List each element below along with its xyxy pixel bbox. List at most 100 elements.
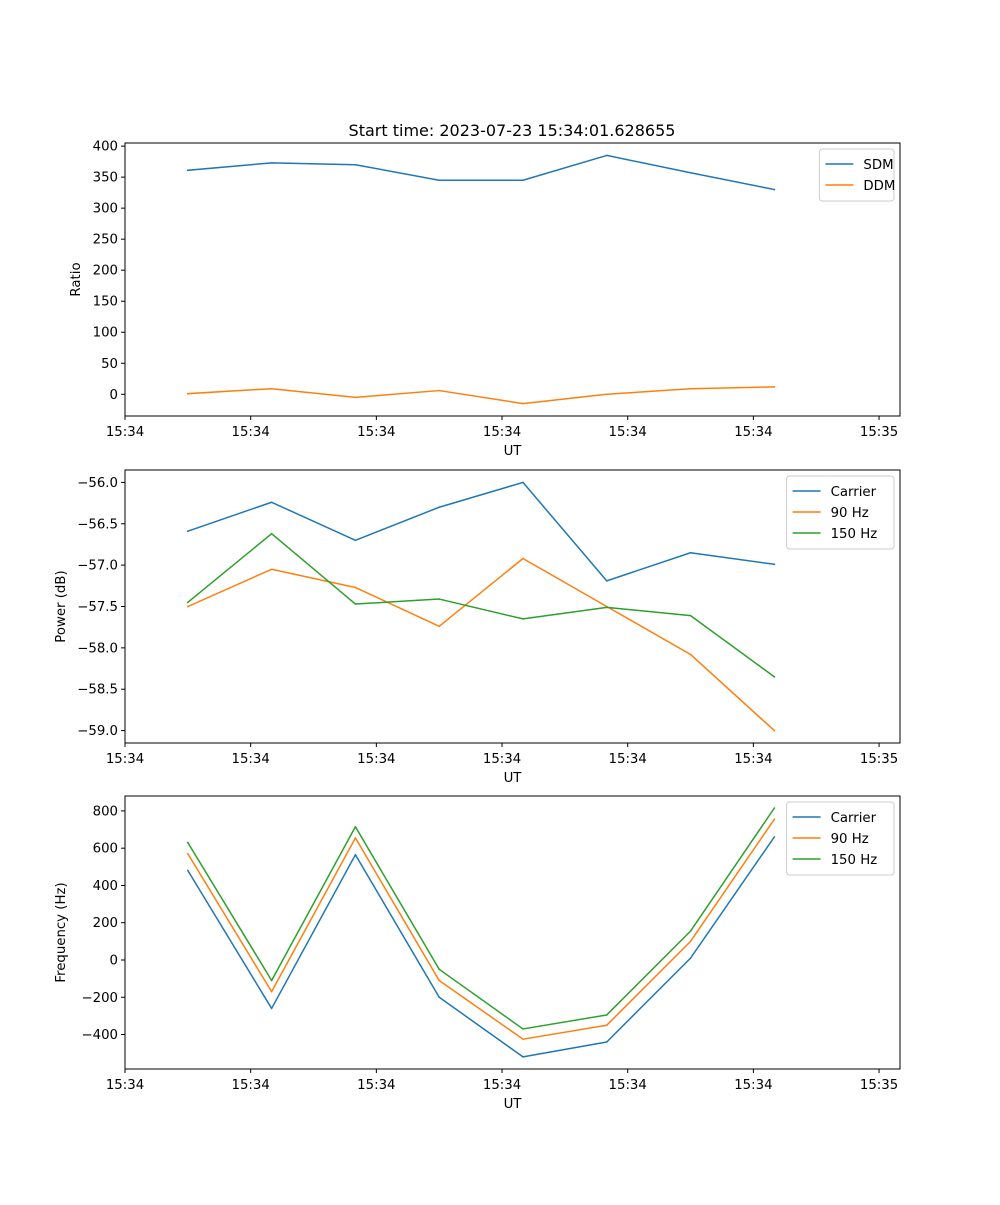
y-tick-label: 50 bbox=[101, 357, 118, 372]
data-point bbox=[773, 729, 776, 732]
series-line-ddm bbox=[187, 386, 776, 405]
data-point bbox=[270, 162, 273, 164]
data-point bbox=[689, 614, 692, 617]
frequency-legend: Carrier 90 Hz 150 Hz bbox=[786, 801, 895, 876]
legend-label: 150 Hz bbox=[831, 853, 878, 868]
x-tick-label: 15:34 bbox=[106, 1078, 144, 1093]
x-tick-label: 15:34 bbox=[483, 425, 521, 440]
series-line-150-hz bbox=[186, 807, 776, 1030]
y-tick-label: 0 bbox=[110, 388, 118, 403]
y-tick-label: 100 bbox=[93, 326, 118, 341]
y-tick-label: 800 bbox=[93, 804, 118, 819]
data-point bbox=[605, 393, 608, 396]
data-point bbox=[605, 1041, 608, 1043]
ratio-y-axis-label: Ratio bbox=[69, 262, 84, 296]
data-point bbox=[270, 1007, 273, 1010]
data-point bbox=[773, 676, 776, 678]
x-tick-label: 15:34 bbox=[734, 1078, 772, 1093]
x-tick-label: 15:34 bbox=[483, 752, 521, 767]
series-line-carrier bbox=[186, 835, 776, 1058]
data-point bbox=[773, 386, 776, 388]
data-point bbox=[605, 580, 608, 582]
data-point bbox=[522, 618, 524, 620]
data-point bbox=[605, 1024, 608, 1027]
legend-box bbox=[818, 148, 895, 202]
data-point bbox=[689, 930, 692, 932]
data-point bbox=[187, 852, 189, 855]
power-plot: 15:3415:3415:3415:3415:3415:3415:3415:35… bbox=[54, 469, 901, 786]
x-tick-label: 15:34 bbox=[357, 1078, 395, 1093]
series-line-sdm bbox=[187, 154, 776, 191]
x-tick-label: 15:34 bbox=[232, 425, 270, 440]
data-point bbox=[270, 979, 273, 982]
y-tick-label: 600 bbox=[93, 842, 118, 857]
y-tick-label: −58.5 bbox=[77, 683, 118, 698]
data-point bbox=[270, 532, 273, 535]
y-tick-label: −57.5 bbox=[77, 600, 118, 615]
frequency-y-axis-label: Frequency (Hz) bbox=[54, 882, 69, 982]
data-point bbox=[438, 625, 440, 628]
y-tick-label: −200 bbox=[81, 991, 118, 1006]
data-point bbox=[270, 501, 273, 504]
y-tick-label: −59.0 bbox=[77, 724, 118, 739]
legend-label: Carrier bbox=[831, 485, 877, 500]
data-point bbox=[187, 605, 189, 608]
data-point bbox=[605, 154, 608, 157]
data-point bbox=[270, 387, 273, 390]
ratio-legend: SDM DDM bbox=[818, 148, 895, 202]
data-point bbox=[438, 996, 440, 999]
legend-box bbox=[786, 475, 895, 550]
y-tick-label: −400 bbox=[81, 1028, 118, 1043]
y-tick-label: 400 bbox=[93, 879, 118, 894]
data-point bbox=[689, 171, 692, 174]
data-point bbox=[270, 568, 273, 571]
figure-title: Start time: 2023-07-23 15:34:01.628655 bbox=[349, 121, 676, 140]
y-tick-label: −56.5 bbox=[77, 517, 118, 532]
data-point bbox=[438, 598, 440, 600]
series-line-90-hz bbox=[186, 818, 776, 1040]
power-legend: Carrier 90 Hz 150 Hz bbox=[786, 475, 895, 550]
frequency-plot: 15:3415:3415:3415:3415:3415:3415:3415:35… bbox=[54, 795, 901, 1112]
data-point bbox=[354, 825, 357, 828]
frequency-x-axis-label: UT bbox=[504, 1097, 523, 1112]
data-point bbox=[773, 818, 776, 821]
x-tick-label: 15:34 bbox=[734, 752, 772, 767]
y-tick-label: 350 bbox=[93, 171, 118, 186]
data-point bbox=[354, 539, 357, 542]
power-x-axis-label: UT bbox=[504, 771, 523, 786]
data-point bbox=[354, 853, 357, 856]
data-point bbox=[773, 807, 776, 809]
legend-box bbox=[786, 801, 895, 876]
legend-label: 150 Hz bbox=[831, 527, 878, 542]
frequency-axes-frame bbox=[124, 795, 901, 1070]
data-point bbox=[438, 968, 440, 971]
legend-label: SDM bbox=[863, 158, 893, 173]
data-point bbox=[773, 563, 776, 566]
x-tick-label: 15:34 bbox=[734, 425, 772, 440]
x-tick-label: 15:34 bbox=[106, 425, 144, 440]
y-tick-label: −57.0 bbox=[77, 559, 118, 574]
data-point bbox=[438, 979, 440, 982]
data-point bbox=[773, 188, 776, 191]
x-tick-label: 15:34 bbox=[357, 425, 395, 440]
series-line-150-hz bbox=[186, 532, 776, 678]
data-point bbox=[354, 586, 357, 589]
x-tick-label: 15:35 bbox=[860, 1078, 898, 1093]
legend-label: DDM bbox=[863, 179, 895, 194]
data-point bbox=[270, 990, 273, 993]
data-point bbox=[522, 1056, 524, 1058]
x-tick-label: 15:34 bbox=[357, 752, 395, 767]
x-tick-label: 15:34 bbox=[609, 752, 647, 767]
ratio-axes-frame bbox=[124, 142, 901, 417]
data-point bbox=[187, 601, 189, 604]
data-point bbox=[522, 179, 524, 182]
y-tick-label: 400 bbox=[93, 140, 118, 155]
data-point bbox=[354, 163, 357, 166]
data-point bbox=[187, 841, 189, 844]
x-tick-label: 15:34 bbox=[609, 425, 647, 440]
y-tick-label: 200 bbox=[93, 916, 118, 931]
x-tick-label: 15:34 bbox=[483, 1078, 521, 1093]
data-point bbox=[438, 389, 440, 392]
y-tick-label: 200 bbox=[93, 264, 118, 279]
data-point bbox=[522, 557, 524, 560]
